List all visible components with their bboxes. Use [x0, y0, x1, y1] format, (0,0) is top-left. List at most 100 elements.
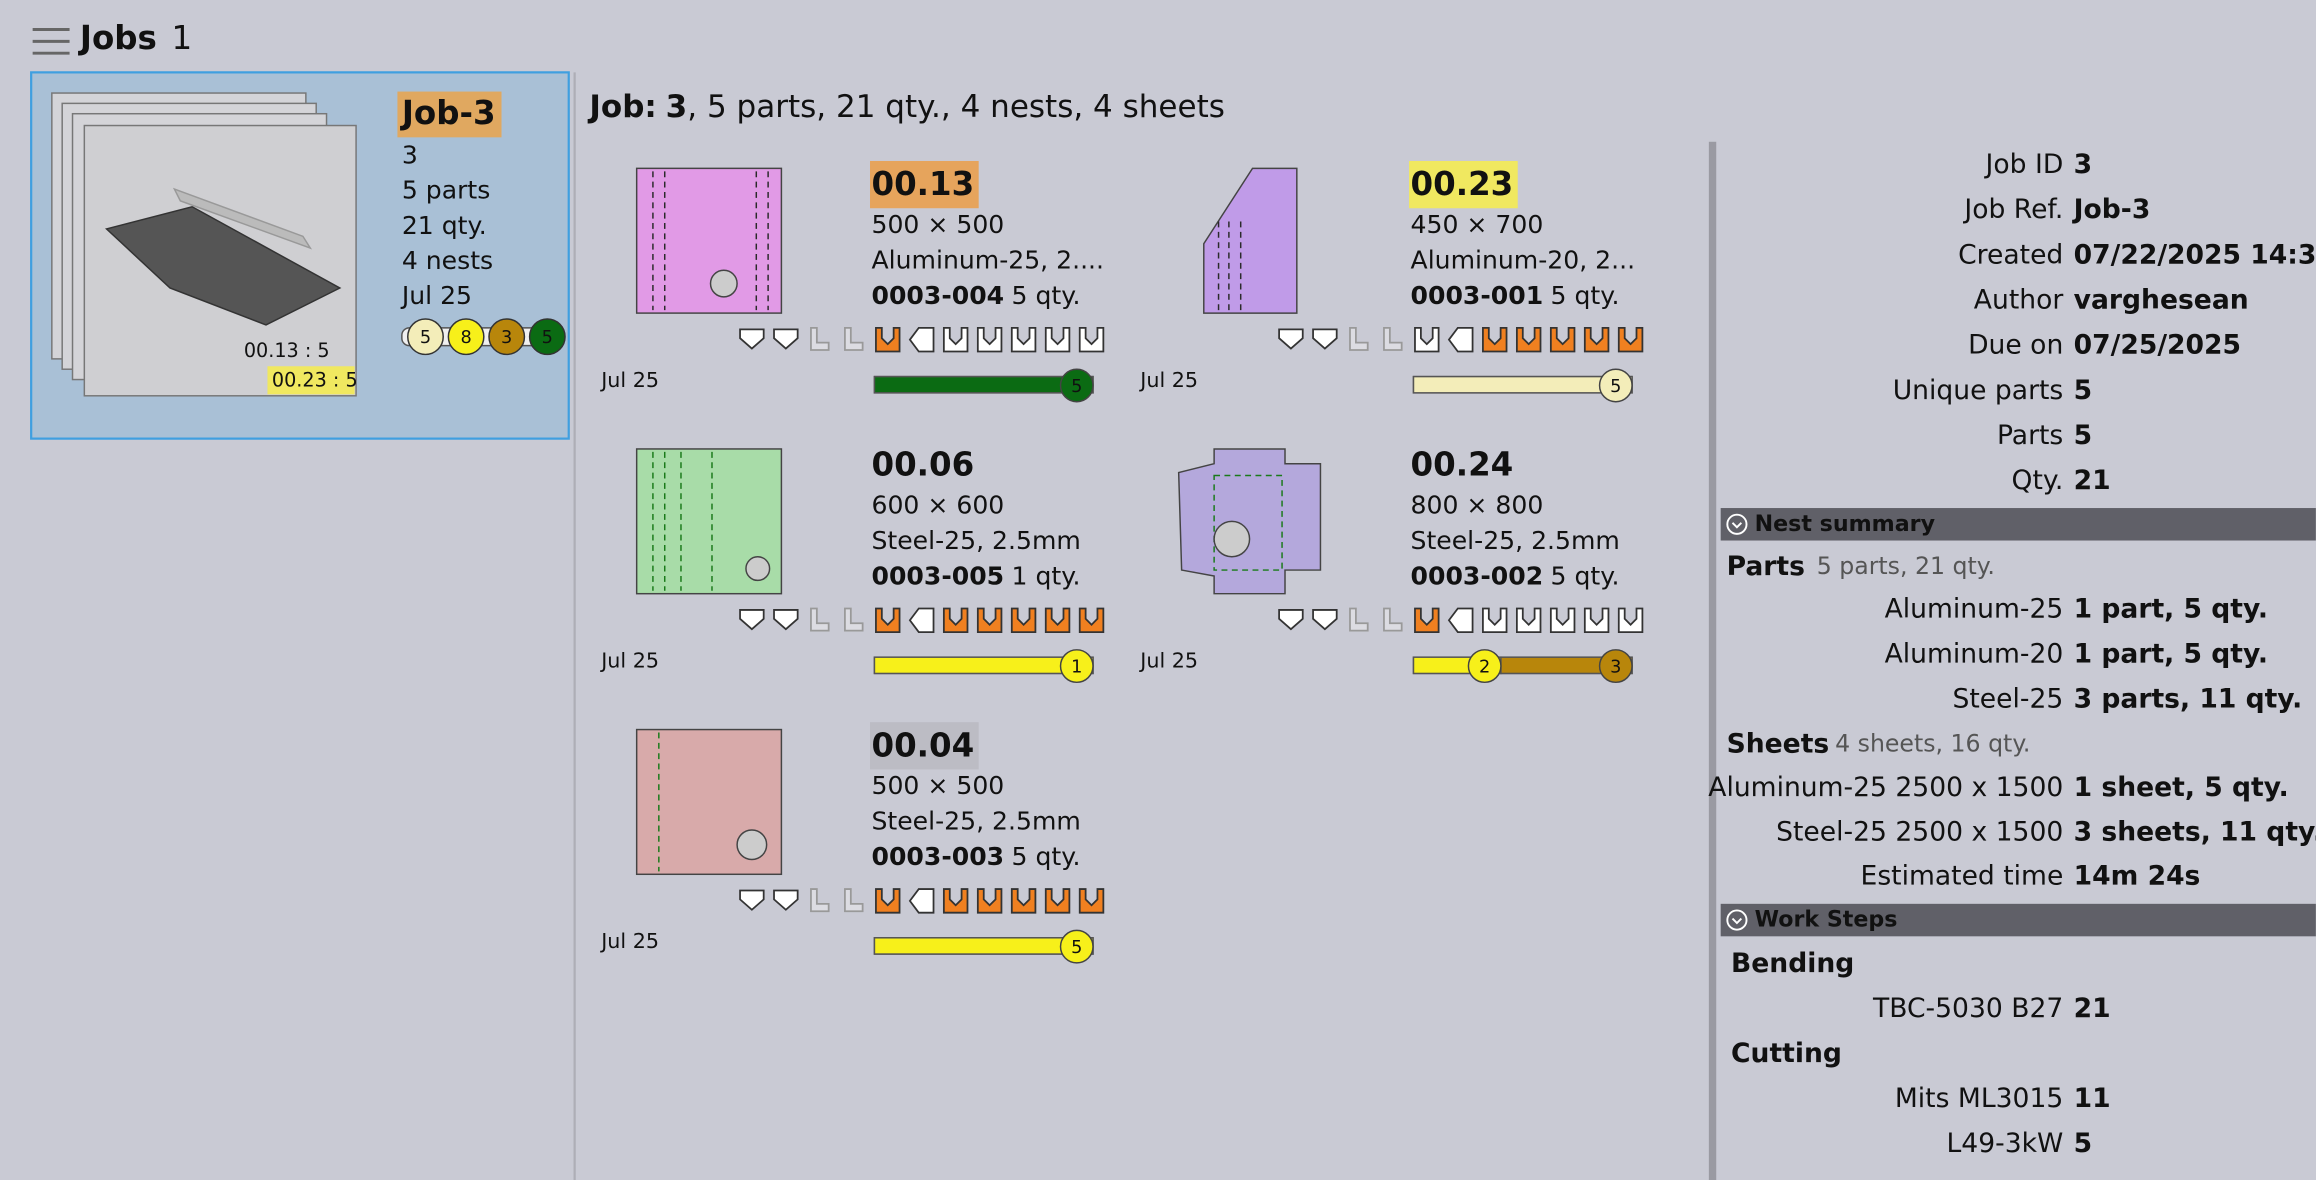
step-icon[interactable] [1515, 326, 1542, 353]
step-icon[interactable] [810, 607, 830, 632]
step-icon[interactable] [1447, 607, 1474, 633]
step-icon[interactable] [1583, 326, 1610, 353]
step-icon[interactable] [1278, 328, 1304, 350]
step-icon[interactable] [1010, 888, 1037, 914]
step-icon[interactable] [739, 328, 765, 350]
step-icon[interactable] [1078, 888, 1105, 914]
step-icon[interactable] [844, 326, 864, 351]
section-toggle-arrow [1731, 522, 1743, 529]
step-icon[interactable] [810, 326, 830, 351]
part-size: 600 × 600 [871, 491, 1004, 520]
step-icon[interactable] [1078, 326, 1105, 353]
step-icon[interactable] [875, 326, 901, 353]
step-icon[interactable] [1010, 607, 1037, 633]
step-icon[interactable] [1078, 607, 1105, 633]
badge-label: 8 [460, 328, 471, 348]
step-icon[interactable] [810, 888, 830, 913]
section-bar[interactable] [1720, 903, 2316, 937]
step-icon[interactable] [1447, 326, 1474, 353]
section-toggle[interactable] [1726, 909, 1748, 931]
step-icon[interactable] [908, 888, 935, 914]
step-icon[interactable] [976, 326, 1003, 353]
material-value: 1 part, 5 qty. [2074, 638, 2268, 669]
step-icon[interactable] [739, 889, 765, 911]
step-icon[interactable] [1414, 607, 1440, 633]
step-icon[interactable] [976, 888, 1003, 914]
step-icon[interactable] [773, 609, 799, 631]
step-icon[interactable] [739, 609, 765, 631]
step-icon[interactable] [1312, 609, 1338, 631]
parts-heading: Parts 5 parts, 21 qty. [1727, 551, 1995, 582]
step-icon[interactable] [1383, 607, 1403, 632]
step-icon[interactable] [773, 328, 799, 350]
part-shape [635, 167, 783, 314]
step-icon[interactable] [1617, 607, 1644, 633]
step-icon[interactable] [1414, 326, 1440, 353]
detail-label: Unique parts [1893, 375, 2064, 406]
step-icon[interactable] [908, 607, 935, 633]
step-icon[interactable] [1312, 328, 1338, 350]
section-bar[interactable] [1720, 508, 2316, 541]
hole [745, 556, 771, 582]
part-card[interactable]: 00.13 500 × 500 Aluminum-25, 2.... 0003-004… [599, 160, 1105, 403]
step-icon[interactable] [773, 889, 799, 911]
splitter[interactable] [1708, 141, 1717, 1180]
step-icon[interactable] [1044, 607, 1071, 633]
step-icon[interactable] [942, 888, 969, 914]
step-icon[interactable] [1044, 326, 1071, 353]
job-count: 1 [171, 19, 192, 57]
menu-button[interactable] [32, 28, 70, 55]
step-icon[interactable] [1482, 607, 1508, 633]
step-icon[interactable] [875, 888, 901, 914]
machine-value: 11 [2074, 1083, 2111, 1114]
step-icon[interactable] [1482, 326, 1508, 353]
part-name: 00.13 [871, 165, 974, 203]
step-icon[interactable] [844, 607, 864, 632]
job-info: 4 nests [402, 246, 493, 275]
bend-line [1213, 474, 1283, 571]
step-icon[interactable] [1044, 888, 1071, 914]
part-size: 500 × 500 [871, 771, 1004, 800]
step-icon[interactable] [1349, 607, 1369, 632]
count-badge [488, 318, 526, 356]
job-card[interactable] [30, 71, 570, 440]
step-icon[interactable] [1583, 607, 1610, 633]
step-icon[interactable] [976, 607, 1003, 633]
detail-value: 5 [2074, 375, 2093, 406]
step-icon[interactable] [1549, 326, 1576, 353]
step-icon[interactable] [875, 607, 901, 633]
sheet-label: Aluminum-25 2500 x 1500 [1708, 772, 2063, 803]
part-card[interactable]: 00.06 600 × 600 Steel-25, 2.5mm 0003-005 1 q… [599, 446, 1105, 684]
part-body: 00.06 600 × 600 Steel-25, 2.5mm 0003-005 1 q… [599, 446, 1105, 684]
step-shape [875, 888, 901, 914]
badge-label: 3 [501, 328, 512, 348]
step-icon[interactable] [1010, 326, 1037, 353]
step-icon[interactable] [1617, 326, 1644, 353]
step-icon[interactable] [844, 888, 864, 913]
step-shape [875, 607, 901, 633]
badge-label: 5 [542, 328, 553, 348]
step-icon[interactable] [1549, 607, 1576, 633]
sheet-label: 00.13 : 5 [244, 339, 330, 362]
part-code: 0003-003 5 qty. [871, 842, 1080, 871]
step-shape [908, 888, 935, 914]
section-toggle[interactable] [1726, 513, 1748, 535]
step-shape [1010, 888, 1037, 914]
part-card[interactable]: 00.24 800 × 800 Steel-25, 2.5mm 0003-002 5 q… [1138, 446, 1644, 684]
summary: 5 parts, 21 qty. [1817, 552, 1995, 580]
machine-label: Mits ML3015 [1895, 1083, 2063, 1114]
step-icon[interactable] [942, 607, 969, 633]
detail-label: Job ID [1984, 149, 2064, 180]
step-icon[interactable] [1383, 326, 1403, 351]
step-icon[interactable] [908, 326, 935, 353]
step-icon[interactable] [1515, 607, 1542, 633]
step-icon[interactable] [1278, 609, 1304, 631]
step-shape [739, 609, 765, 631]
part-card[interactable]: 00.04 500 × 500 Steel-25, 2.5mm 0003-003 5 q… [599, 722, 1105, 964]
step-icon[interactable] [942, 326, 969, 353]
part-name-highlight [870, 160, 979, 209]
step-icon[interactable] [1349, 326, 1369, 351]
sheet-value: 3 sheets, 11 qty. [2074, 816, 2316, 847]
